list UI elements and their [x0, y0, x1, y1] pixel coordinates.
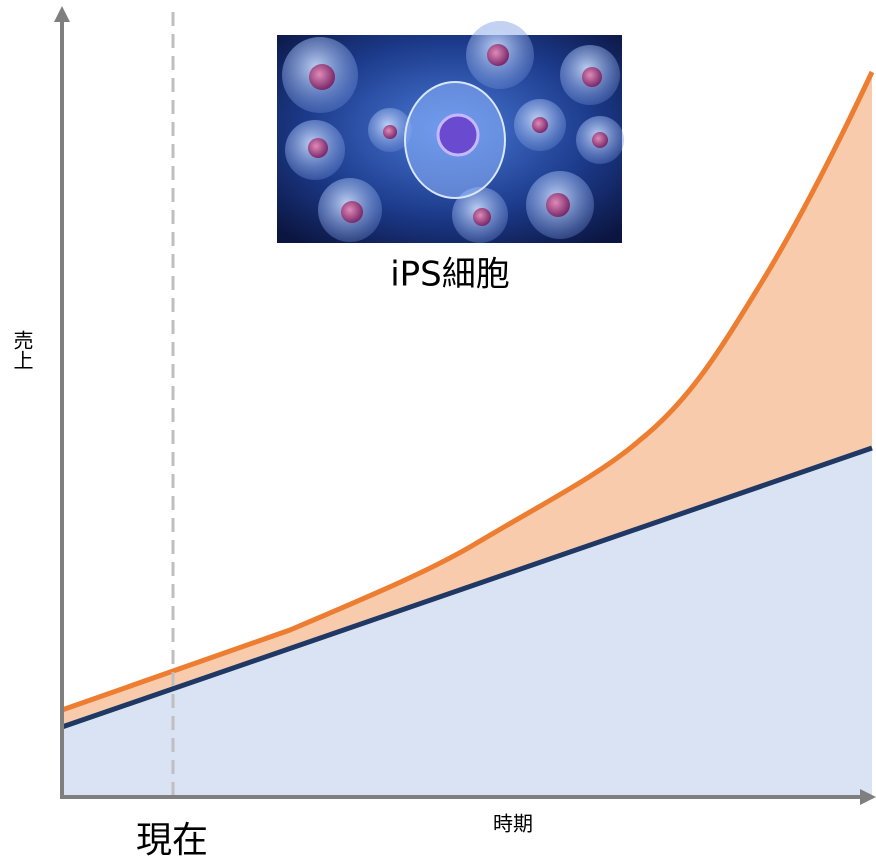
- diagram: iPS細胞 売上 時期 現在: [0, 0, 876, 860]
- base-area: [62, 448, 872, 795]
- y-axis-label: 売上: [10, 330, 34, 370]
- y-axis-arrow: [54, 6, 70, 22]
- cell-image: [277, 21, 624, 243]
- x-axis-label: 時期: [493, 812, 533, 836]
- page: iPS細胞 売上 時期 現在 (() => { const data = JSO…: [0, 0, 876, 860]
- image-caption: iPS細胞: [390, 255, 510, 295]
- now-label: 現在: [136, 820, 208, 860]
